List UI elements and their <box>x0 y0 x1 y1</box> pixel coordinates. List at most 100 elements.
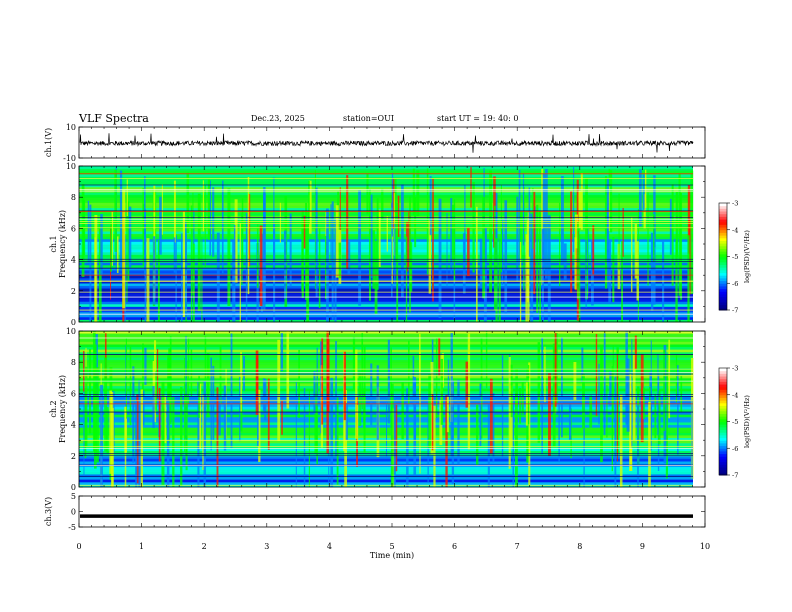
y-tick-label: 8 <box>71 193 76 202</box>
spectral-streak <box>267 378 270 450</box>
x-tick-label: 3 <box>264 542 269 551</box>
spectral-streak <box>330 377 334 487</box>
spectral-streak <box>376 198 379 290</box>
spectral-streak <box>541 337 543 455</box>
spectral-streak <box>234 199 238 283</box>
spectral-streak <box>413 379 417 442</box>
spectral-streak <box>159 196 162 255</box>
spectral-streak <box>419 333 421 398</box>
spectral-streak <box>152 386 155 429</box>
spectral-streak <box>653 219 656 305</box>
spectral-streak <box>346 175 349 270</box>
spectral-streak <box>335 205 339 278</box>
spectral-streak <box>106 407 109 454</box>
spectral-streak <box>295 382 297 487</box>
spectral-streak <box>576 179 579 226</box>
spectral-streak <box>489 378 493 455</box>
colorbar-segment <box>719 245 727 249</box>
spectral-streak <box>489 170 492 293</box>
colorbar-segment <box>719 437 727 441</box>
spectral-streak <box>394 178 397 262</box>
spectral-streak <box>581 347 584 382</box>
spectral-streak <box>172 396 175 487</box>
spectral-streak <box>568 403 572 441</box>
spectral-streak <box>691 399 693 480</box>
spectral-streak <box>390 383 394 487</box>
frequency-band <box>79 257 693 261</box>
spectral-streak <box>485 331 488 389</box>
colorbar-segment <box>719 413 727 417</box>
frequency-band <box>79 241 693 245</box>
spectral-streak <box>185 222 187 318</box>
spectral-streak <box>109 390 113 474</box>
spectral-streak <box>609 170 613 233</box>
frequency-band <box>79 283 693 287</box>
spectral-streak <box>344 390 348 487</box>
spectral-streak <box>173 237 176 273</box>
spectral-streak <box>138 380 140 486</box>
x-tick-label: 6 <box>452 542 457 551</box>
spectral-streak <box>643 387 645 420</box>
spectral-streak <box>146 238 150 322</box>
spectral-streak <box>495 238 498 322</box>
colorbar-segment <box>719 275 727 279</box>
spectral-streak <box>622 207 624 257</box>
spectral-streak <box>357 405 359 442</box>
spectral-streak <box>185 335 187 449</box>
colorbar-segment <box>719 211 727 215</box>
frequency-band <box>79 346 693 350</box>
spectral-streak <box>144 347 147 385</box>
frequency-band <box>79 341 693 345</box>
spectral-streak <box>647 192 649 286</box>
colorbar-segment <box>719 237 727 241</box>
spectral-streak <box>589 395 593 428</box>
frequency-band <box>79 377 693 381</box>
colorbar-tick-label: -5 <box>732 253 738 261</box>
colorbar-segment <box>719 304 727 308</box>
spectral-streak <box>558 397 560 463</box>
colorbar-segment <box>719 466 727 471</box>
spectral-streak <box>142 204 146 267</box>
spectral-streak <box>313 371 316 414</box>
y-tick-label: 4 <box>71 421 76 430</box>
colorbar-label: log(PSD)(V²/Hz) <box>743 395 751 448</box>
spectral-streak <box>352 336 356 390</box>
frequency-band <box>79 385 693 389</box>
spectral-streak <box>239 376 241 442</box>
spectral-streak <box>95 367 99 463</box>
frequency-band <box>79 179 693 183</box>
spectral-streak <box>554 332 557 407</box>
spectral-streak <box>221 180 224 274</box>
spectral-streak <box>675 191 678 257</box>
colorbar-segment <box>719 410 727 414</box>
spectral-streak <box>606 384 608 438</box>
spectral-streak <box>126 179 128 217</box>
spectral-streak <box>406 388 409 487</box>
colorbar-tick-label: -7 <box>732 472 738 480</box>
spectral-streak <box>158 387 161 462</box>
spectral-streak <box>230 333 233 448</box>
spectral-streak <box>277 339 281 442</box>
spectral-streak <box>100 213 103 276</box>
spectral-streak <box>303 388 306 487</box>
x-tick-label: 5 <box>389 542 394 551</box>
spectral-streak <box>475 404 479 465</box>
x-tick-label: 9 <box>640 542 645 551</box>
spectral-streak <box>175 235 177 322</box>
colorbar-segment <box>719 464 727 468</box>
y-tick-label: 6 <box>71 389 76 398</box>
spectral-streak <box>363 388 366 429</box>
colorbar-segment <box>719 432 727 436</box>
spectral-streak <box>163 408 165 446</box>
spectral-streak <box>305 202 308 300</box>
frequency-band <box>79 166 693 170</box>
colorbar-segment <box>719 267 727 271</box>
spectral-streak <box>429 176 432 236</box>
spectral-streak <box>335 341 337 458</box>
spectral-streak <box>561 337 563 438</box>
spectral-streak <box>197 193 201 312</box>
colorbar-segment <box>719 448 727 452</box>
spectral-streak <box>604 176 608 289</box>
spectral-streak <box>286 331 290 409</box>
